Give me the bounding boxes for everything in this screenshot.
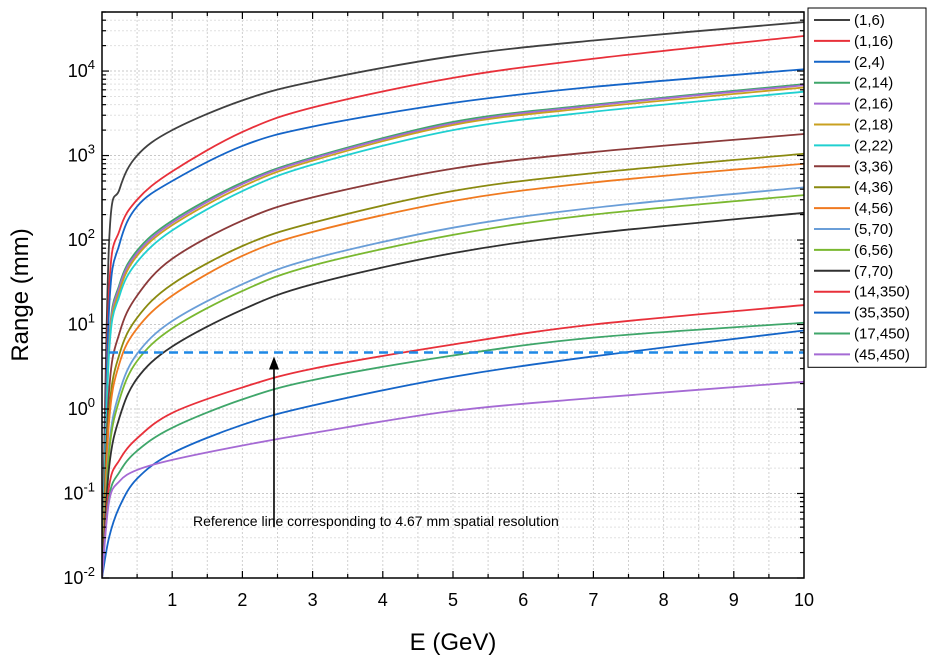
legend-item-label: (6,56)	[854, 242, 893, 259]
x-tick-label: 1	[167, 590, 177, 610]
legend-item-label: (2,14)	[854, 75, 893, 92]
legend-item-label: (35,350)	[854, 305, 910, 322]
series-line-13	[102, 304, 804, 578]
series-line-14	[102, 329, 804, 578]
legend-item-label: (4,36)	[854, 179, 893, 196]
x-tick-label: 8	[659, 590, 669, 610]
series-line-9	[102, 162, 804, 578]
y-tick-label: 10-2	[63, 564, 95, 588]
x-tick-label: 7	[588, 590, 598, 610]
series-line-6	[102, 90, 804, 578]
legend-item-label: (14,350)	[854, 284, 910, 301]
x-tick-label: 5	[448, 590, 458, 610]
legend-item-label: (2,4)	[854, 54, 885, 71]
series-line-16	[102, 380, 804, 578]
annotation-text: Reference line corresponding to 4.67 mm …	[193, 513, 559, 529]
series-lines	[102, 21, 804, 578]
legend-item-label: (17,450)	[854, 326, 910, 343]
legend-item-label: (4,56)	[854, 200, 893, 217]
series-line-1	[102, 35, 804, 578]
legend-item-label: (1,6)	[854, 12, 885, 29]
legend-item-label: (5,70)	[854, 221, 893, 238]
legend-item-label: (45,450)	[854, 346, 910, 363]
x-tick-label: 4	[378, 590, 388, 610]
y-tick-label: 10-1	[63, 480, 95, 504]
y-tick-label: 101	[68, 311, 95, 335]
x-axis-title: E (GeV)	[410, 629, 497, 656]
x-tick-label: 10	[794, 590, 814, 610]
series-line-10	[102, 186, 804, 578]
series-line-2	[102, 68, 804, 578]
y-tick-label: 104	[68, 57, 95, 81]
annotation-arrow-head	[268, 356, 279, 370]
y-tick-label: 100	[68, 395, 95, 419]
x-tick-label: 9	[729, 590, 739, 610]
x-tick-label: 3	[308, 590, 318, 610]
series-line-7	[102, 133, 804, 578]
legend-item-label: (2,16)	[854, 96, 893, 113]
series-line-12	[102, 211, 804, 578]
legend-item-label: (2,22)	[854, 137, 893, 154]
x-tick-label: 2	[237, 590, 247, 610]
tick-labels: 1 2 3 4 5 6 7 8 9 10 10-2 10-1 100 101 102 103 104	[63, 57, 814, 610]
axes	[101, 11, 805, 579]
legend: (1,6) (1,16) (2,4) (2,14) (2,16) (2,18) (2,22)…	[807, 7, 927, 368]
series-line-8	[102, 152, 804, 578]
legend-item-label: (2,18)	[854, 117, 893, 134]
series-line-11	[102, 194, 804, 578]
legend-item-label: (3,36)	[854, 158, 893, 175]
y-tick-label: 103	[68, 142, 95, 166]
legend-item-label: (1,16)	[854, 33, 893, 50]
x-tick-label: 6	[518, 590, 528, 610]
series-line-0	[102, 21, 804, 578]
series-line-3	[102, 83, 804, 578]
series-line-15	[102, 321, 804, 578]
legend-item-label: (7,70)	[854, 263, 893, 280]
y-axis-title: Range (mm)	[7, 228, 34, 361]
y-tick-label: 102	[68, 226, 95, 250]
reference-line-layer	[109, 351, 804, 528]
